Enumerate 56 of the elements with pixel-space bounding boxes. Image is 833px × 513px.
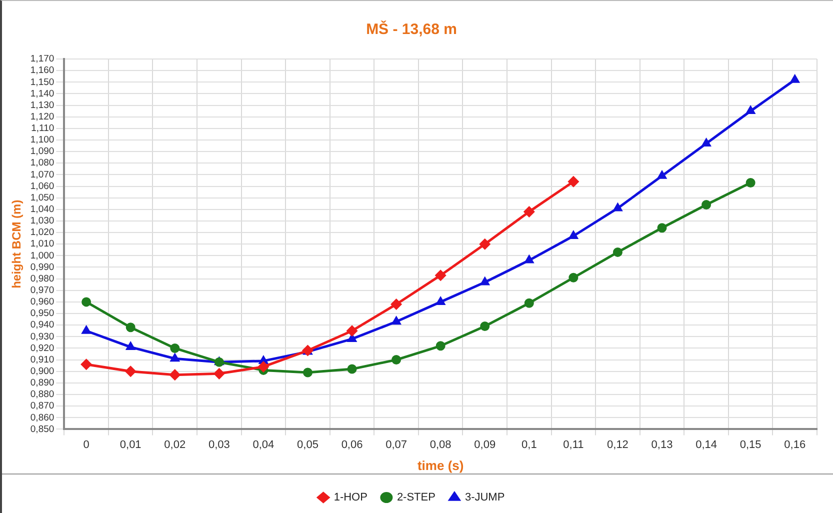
y-tick-label: 0,920 (30, 342, 54, 354)
y-tick-label: 1,020 (30, 227, 54, 238)
y-tick-label: 0,900 (30, 366, 54, 377)
x-tick-label: 0,03 (208, 438, 230, 451)
x-tick-label: 0,02 (164, 438, 186, 451)
y-tick-label: 1,080 (30, 158, 54, 169)
y-tick-label: 0,890 (30, 378, 54, 389)
x-tick-label: 0,06 (341, 438, 363, 451)
y-tick-label: 0,980 (30, 273, 54, 284)
x-tick-label: 0,09 (474, 438, 496, 451)
y-tick-label: 0,880 (30, 389, 54, 400)
y-tick-label: 1,130 (30, 100, 54, 111)
y-tick-label: 1,090 (30, 146, 54, 158)
y-tick-label: 1,170 (30, 54, 54, 65)
y-tick-label: 1,160 (30, 65, 54, 76)
y-tick-label: 0,860 (30, 412, 54, 424)
y-tick-label: 0,950 (30, 308, 54, 320)
y-tick-label: 0,930 (30, 331, 54, 342)
y-tick-label: 1,000 (30, 250, 54, 262)
x-tick-label: 0,04 (252, 438, 274, 451)
legend-label: 3-JUMP (464, 492, 505, 504)
y-tick-label: 0,960 (30, 296, 54, 308)
x-tick-label: 0 (83, 438, 90, 451)
y-tick-label: 1,060 (30, 180, 54, 192)
x-tick-label: 0,11 (563, 438, 584, 451)
y-axis-title: height BCM (m) (10, 200, 24, 288)
y-tick-label: 1,010 (30, 238, 54, 250)
chart-title: MŠ - 13,68 m (366, 20, 457, 38)
x-tick-label: 0,14 (696, 438, 717, 451)
y-tick-label: 0,870 (30, 400, 54, 412)
y-tick-label: 0,910 (30, 354, 54, 366)
y-tick-label: 1,030 (30, 216, 54, 227)
legend-label: 1-HOP (334, 492, 368, 504)
y-tick-label: 1,140 (30, 88, 54, 100)
x-axis-title: time (s) (417, 458, 464, 473)
x-tick-label: 0,1 (522, 438, 537, 451)
y-tick-label: 1,040 (30, 204, 54, 216)
x-tick-label: 0,16 (784, 438, 806, 451)
x-tick-label: 0,05 (297, 438, 318, 451)
x-tick-label: 0,13 (651, 438, 673, 451)
x-tick-label: 0,15 (740, 438, 762, 451)
y-tick-label: 0,970 (30, 285, 54, 296)
y-tick-label: 0,990 (30, 262, 54, 273)
x-tick-label: 0,08 (430, 438, 452, 451)
y-tick-label: 0,850 (30, 424, 54, 435)
y-tick-label: 1,100 (30, 134, 54, 146)
y-tick-label: 1,110 (31, 123, 54, 134)
x-tick-label: 0,01 (120, 438, 142, 451)
y-tick-label: 1,120 (30, 111, 54, 122)
y-tick-label: 1,050 (30, 192, 54, 204)
x-tick-label: 0,07 (386, 438, 408, 451)
y-tick-label: 0,940 (30, 320, 54, 331)
y-tick-label: 1,150 (30, 76, 54, 88)
y-tick-label: 1,070 (30, 169, 54, 180)
legend-label: 2-STEP (396, 492, 436, 504)
x-tick-label: 0,12 (607, 438, 628, 451)
